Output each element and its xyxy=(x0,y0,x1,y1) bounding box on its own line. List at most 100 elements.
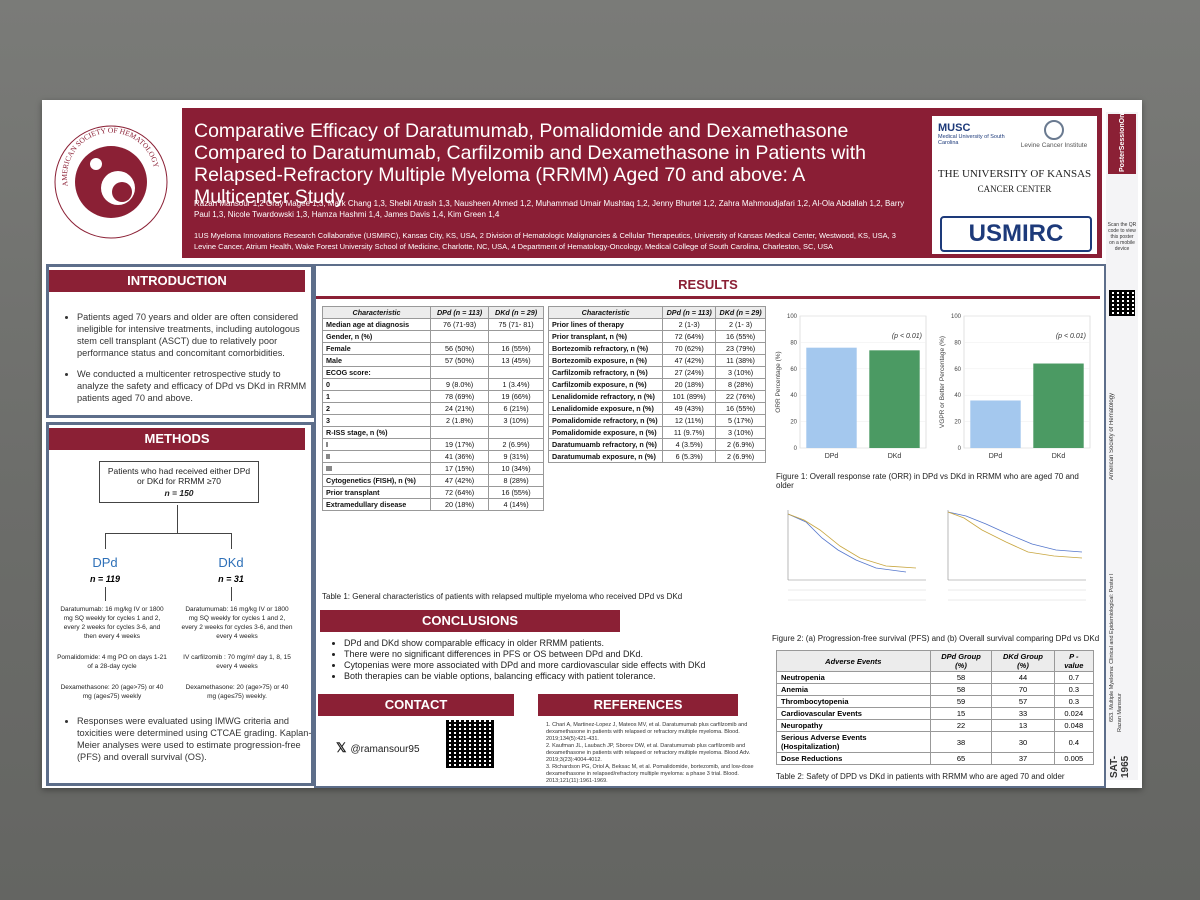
list-item: Cytopenias were more associated with DPd… xyxy=(344,660,778,671)
table-cell: 0.7 xyxy=(1053,671,1095,684)
table-row: Male 57 (50%) 13 (45%) xyxy=(322,354,544,367)
ash-logo: AMERICAN SOCIETY OF HEMATOLOGY xyxy=(48,108,174,248)
table-cell: 2 (1- 3) xyxy=(715,318,766,331)
list-item: There were no significant differences in… xyxy=(344,649,778,660)
table-cell: 2 (1.8%) xyxy=(429,414,490,427)
table-row: II 41 (36%) 9 (31%) xyxy=(322,450,544,463)
table-cell: 6 (21%) xyxy=(488,402,544,415)
table-cell: 2 (6.9%) xyxy=(715,450,766,463)
table-cell: 58 xyxy=(929,671,993,684)
dpd-arm: DPd n = 119 xyxy=(89,555,121,584)
table-row: Prior transplant, n (%) 72 (64%) 16 (55%) xyxy=(547,330,766,343)
table-row: 1 78 (69%) 19 (66%) xyxy=(322,390,544,403)
table-cell: 58 xyxy=(929,683,993,696)
flow-line xyxy=(105,533,231,534)
table-cell: III xyxy=(322,462,431,475)
table-cell: 11 (9.7%) xyxy=(662,426,717,439)
table-cell: R-ISS stage, n (%) xyxy=(322,426,431,439)
table-cell: 38 xyxy=(929,731,993,753)
table-cell: Gender, n (%) xyxy=(322,330,431,343)
x-tick-label: DKd xyxy=(888,453,902,460)
table-cell: 9 (31%) xyxy=(488,450,544,463)
affiliations: 1US Myeloma Innovations Research Collabo… xyxy=(194,231,896,251)
flow-line xyxy=(231,533,232,549)
y-axis-label: ORR Percentage (%) xyxy=(775,351,782,412)
sidebar-presenter: Razan Mansour xyxy=(1117,693,1123,732)
table-row: Pomalidomide refractory, n (%) 12 (11%) 5 … xyxy=(547,414,766,427)
results-section: RESULTS Characteristic DPd (n = 113) DKd… xyxy=(314,264,1106,788)
sidebar-qr-code[interactable] xyxy=(1109,290,1135,316)
results-heading: RESULTS xyxy=(316,274,1100,296)
table-cell: 0.048 xyxy=(1053,719,1095,732)
table-row: Lenalidomide exposure, n (%) 49 (43%) 16 (… xyxy=(547,402,766,415)
references-heading: REFERENCES xyxy=(538,694,738,716)
y-tick-label: 80 xyxy=(790,340,797,346)
poster-header: Comparative Efficacy of Daratumumab, Pom… xyxy=(182,108,1102,258)
table-cell: 0.024 xyxy=(1053,707,1095,720)
table-cell: 101 (89%) xyxy=(662,390,717,403)
list-item: We conducted a multicenter retrospective… xyxy=(77,368,311,404)
table-cell: Female xyxy=(322,342,431,355)
table-cell: 17 (15%) xyxy=(429,462,490,475)
table-cell: I xyxy=(322,438,431,451)
y-tick-label: 0 xyxy=(794,446,798,452)
table-row: Pomalidomide exposure, n (%) 11 (9.7%) 3 (… xyxy=(547,426,766,439)
table-cell: 44 xyxy=(991,671,1055,684)
p-value-annotation: (p < 0.01) xyxy=(1056,333,1086,340)
table-cell: 22 (76%) xyxy=(715,390,766,403)
table-cell: 27 (24%) xyxy=(662,366,717,379)
table-cell: 30 xyxy=(991,731,1055,753)
table-row: Thrombocytopenia 59 57 0.3 xyxy=(776,695,1095,708)
table-cell: 4 (3.5%) xyxy=(662,438,717,451)
table-cell: Male xyxy=(322,354,431,367)
table-cell: 16 (55%) xyxy=(715,402,766,415)
list-item: DPd and DKd show comparable efficacy in … xyxy=(344,638,778,649)
table-cell: 12 (11%) xyxy=(662,414,717,427)
table-cell: 16 (55%) xyxy=(488,342,544,355)
table-cell: Bortezomib refractory, n (%) xyxy=(547,342,664,355)
x-tick-label: DPd xyxy=(989,453,1003,460)
table-cell: Carfilzomib refractory, n (%) xyxy=(547,366,664,379)
table-cell: 0.4 xyxy=(1053,731,1095,753)
table-row: Daratumumab exposure, n (%) 6 (5.3%) 2 (6.… xyxy=(547,450,766,463)
introduction-section: INTRODUCTION Patients aged 70 years and … xyxy=(46,264,314,418)
y-tick-label: 60 xyxy=(954,367,961,373)
bar-dpd xyxy=(970,400,1021,448)
contact-qr-code[interactable] xyxy=(446,720,494,768)
table1a: Characteristic DPd (n = 113) DKd (n = 29… xyxy=(322,306,544,511)
table-row: Median age at diagnosis 76 (71-93) 75 (71-… xyxy=(322,318,544,331)
contact-handle[interactable]: 𝕏 @ramansour95 xyxy=(336,740,420,755)
table-cell: 1 xyxy=(322,390,431,403)
orr-bar-chart: 0 20 40 60 80 100 DPd DKd ORR Percentage (%) (p <… xyxy=(775,314,927,460)
levine-leaf-icon xyxy=(1044,120,1064,140)
brand-badge: PosterSessionOnline xyxy=(1108,102,1136,174)
table-row: Prior transplant 72 (64%) 16 (55%) xyxy=(322,486,544,499)
p-value-annotation: (p < 0.01) xyxy=(892,333,922,340)
table-row: Dose Reductions 65 37 0.005 xyxy=(776,752,1095,765)
table-cell: Extramedullary disease xyxy=(322,498,431,511)
table-cell: 65 xyxy=(929,752,993,765)
table-cell: Prior transplant xyxy=(322,486,431,499)
table-cell: 24 (21%) xyxy=(429,402,490,415)
table-cell: Anemia xyxy=(776,683,931,696)
table-cell: 8 (28%) xyxy=(488,474,544,487)
table-cell: 5 (17%) xyxy=(715,414,766,427)
y-tick-label: 40 xyxy=(954,393,961,399)
table-cell: 0 xyxy=(322,378,431,391)
table-cell: 57 xyxy=(991,695,1055,708)
dpd-regimen: Daratumumab: 16 mg/kg IV or 1800 mg SQ w… xyxy=(57,606,167,700)
table-row: Extramedullary disease 20 (18%) 4 (14%) xyxy=(322,498,544,511)
y-tick-label: 60 xyxy=(790,367,797,373)
table-cell: 4 (14%) xyxy=(488,498,544,511)
table-cell: 41 (36%) xyxy=(429,450,490,463)
table-cell: 13 (45%) xyxy=(488,354,544,367)
y-tick-label: 80 xyxy=(954,340,961,346)
flow-line xyxy=(105,587,106,601)
table-row: Cytogenetics (FISH), n (%) 47 (42%) 8 (28%… xyxy=(322,474,544,487)
table-cell: 75 (71- 81) xyxy=(488,318,544,331)
bar-dpd xyxy=(806,347,857,448)
table-row: ECOG score: xyxy=(322,366,544,379)
dkd-regimen: Daratumumab: 16 mg/kg IV or 1800 mg SQ w… xyxy=(181,606,293,700)
methods-list: Responses were evaluated using IMWG crit… xyxy=(63,715,313,772)
